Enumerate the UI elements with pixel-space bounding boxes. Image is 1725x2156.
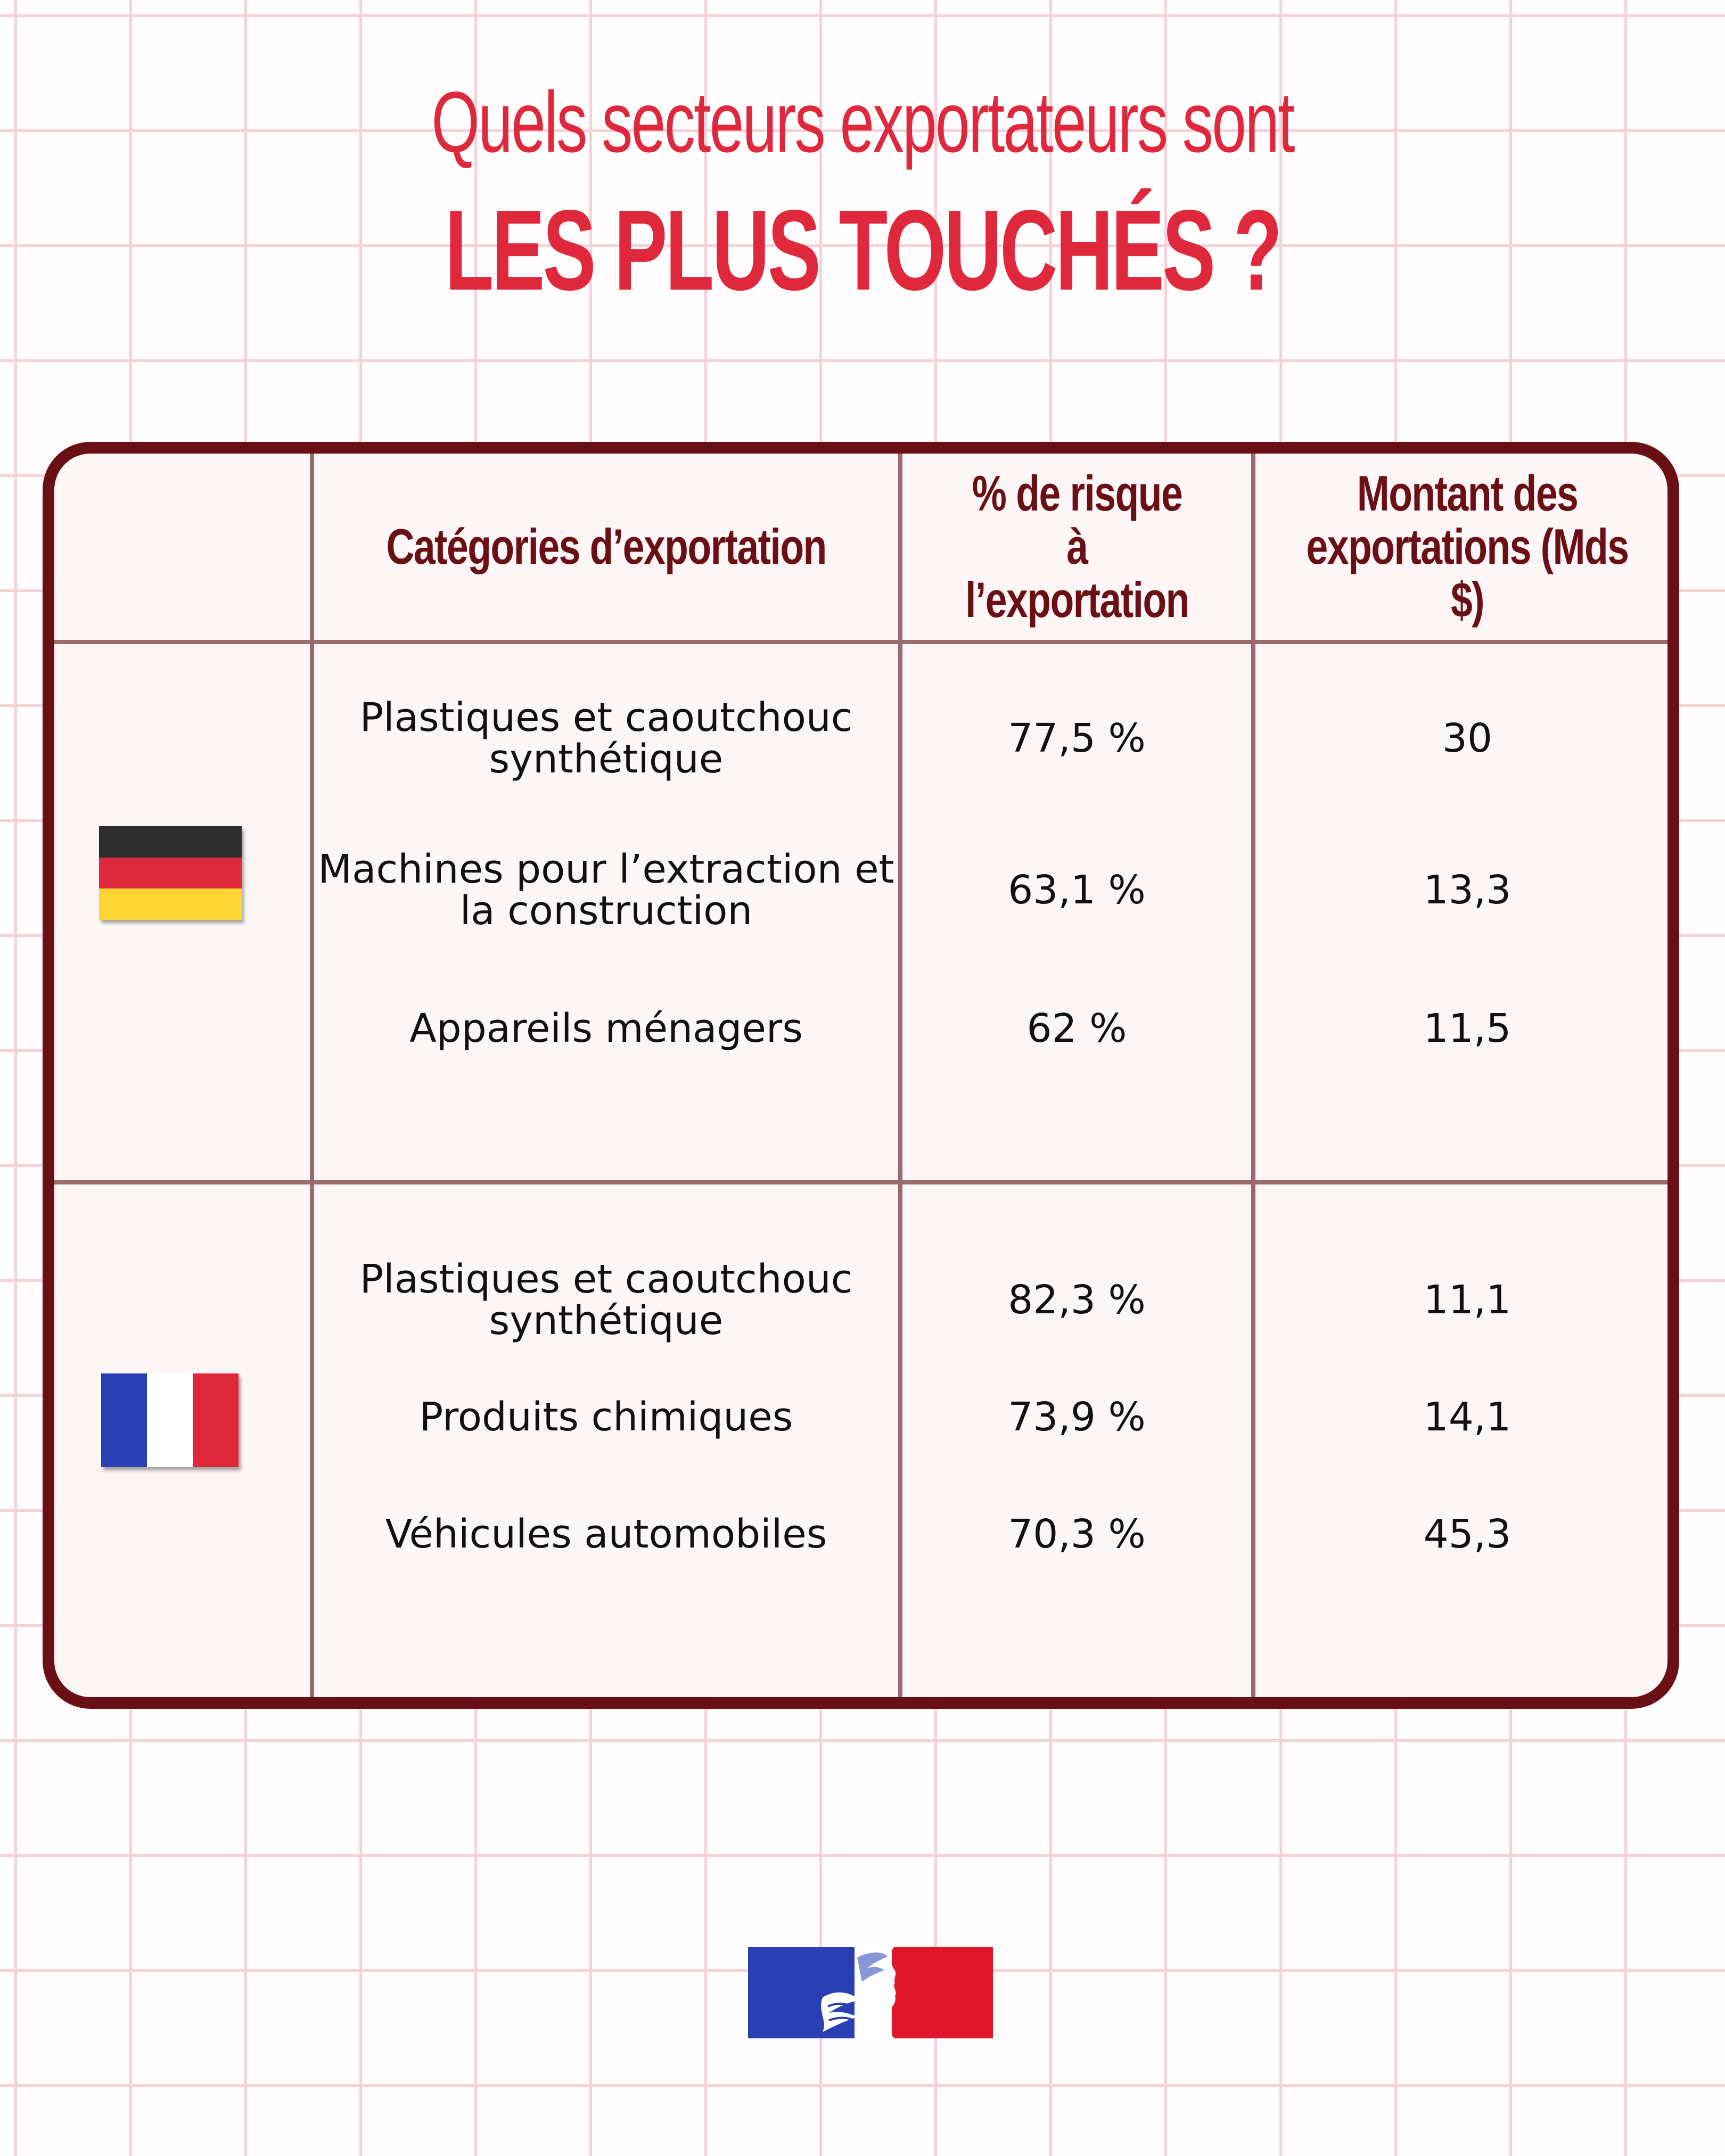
column-divider <box>1251 454 1255 1697</box>
category-cell: Véhicules automobiles <box>385 1511 827 1557</box>
header-categories: Catégories d’exportation <box>386 519 827 574</box>
title-line-2: LES PLUS TOUCHÉS ? <box>445 186 1283 314</box>
amount-cell: 11,5 <box>1423 1006 1512 1051</box>
risk-cell: 77,5 % <box>1008 715 1146 761</box>
marianne-logo-icon <box>748 1947 993 2038</box>
france-flag-icon <box>101 1373 239 1467</box>
row-divider <box>54 640 1668 644</box>
amount-cell: 45,3 <box>1423 1511 1512 1557</box>
risk-cell: 70,3 % <box>1008 1511 1146 1557</box>
column-divider <box>310 454 314 1697</box>
category-cell: Plastiques et caoutchouc synthétique <box>359 1256 853 1344</box>
category-cell: Machines pour l’extraction et la constru… <box>318 846 894 934</box>
header-risk: % de risque à l’exportation <box>965 465 1189 628</box>
risk-cell: 73,9 % <box>1008 1394 1146 1440</box>
risk-cell: 82,3 % <box>1008 1277 1146 1323</box>
column-divider <box>898 454 902 1697</box>
row-divider <box>54 1180 1668 1184</box>
category-cell: Plastiques et caoutchouc synthétique <box>359 695 853 782</box>
category-cell: Produits chimiques <box>419 1394 793 1440</box>
risk-cell: 63,1 % <box>1008 867 1146 913</box>
amount-cell: 11,1 <box>1423 1277 1512 1323</box>
category-cell: Appareils ménagers <box>409 1006 803 1051</box>
amount-cell: 13,3 <box>1423 867 1512 913</box>
amount-cell: 14,1 <box>1423 1394 1512 1440</box>
title-line-1: Quels secteurs exportateurs sont <box>431 74 1295 170</box>
header-amount: Montant des exportations (Mds $) <box>1306 465 1629 628</box>
export-table: Catégories d’exportation % de risque à l… <box>43 442 1679 1709</box>
amount-cell: 30 <box>1442 715 1493 761</box>
risk-cell: 62 % <box>1026 1006 1127 1051</box>
germany-flag-icon <box>99 826 242 920</box>
